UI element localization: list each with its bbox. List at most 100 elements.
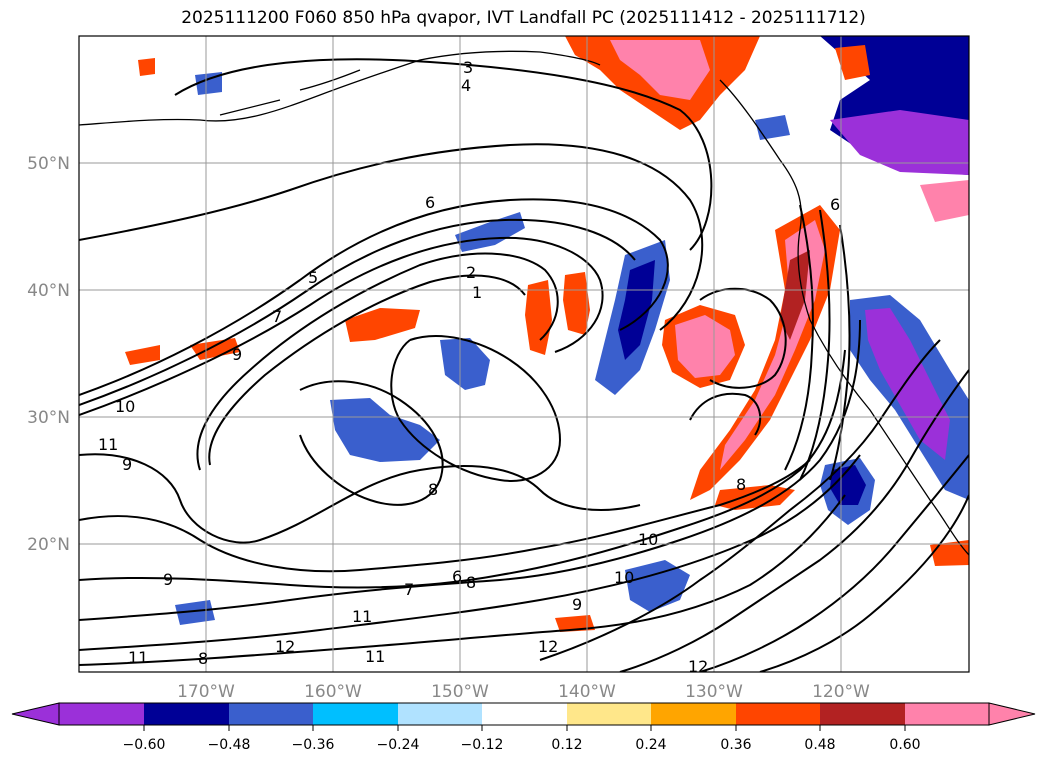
coastline-north-america [719, 79, 969, 556]
anomaly-positive-south-1 [715, 485, 795, 510]
contour-line [539, 339, 941, 661]
contour-line [619, 369, 969, 672]
contour-label: 11 [98, 435, 118, 454]
contour-label: 7 [404, 580, 414, 599]
anomaly-positive-west-4 [190, 338, 240, 360]
colorbar-swatch [567, 703, 651, 725]
contour-label: 11 [365, 647, 385, 666]
contour-label: 7 [272, 307, 282, 326]
anomaly-negative-baja-core [830, 465, 866, 505]
contour-label: 6 [830, 195, 840, 214]
contour-labels: 3 4 6 5 7 2 1 9 10 11 9 8 7 6 8 10 9 10 … [98, 58, 840, 676]
colorbar-swatch [313, 703, 398, 725]
colorbar-label: −0.12 [461, 737, 504, 753]
colorbar-swatch [144, 703, 229, 725]
graticule [79, 36, 969, 672]
anomaly-negative-south-2 [175, 600, 215, 625]
colorbar-extend-min [11, 702, 60, 726]
contour-line [79, 349, 846, 589]
colorbar-label: −0.48 [208, 737, 251, 753]
colorbar-label: 0.48 [804, 737, 835, 753]
coastline-alaska [79, 50, 601, 126]
lon-label-140w: 140°W [558, 682, 616, 702]
contour-label: 5 [308, 268, 318, 287]
colorbar: −0.60 −0.48 −0.36 −0.24 −0.12 0.12 0.24 … [11, 702, 1036, 753]
anomaly-positive-east-2 [930, 540, 969, 566]
contour-label: 8 [428, 480, 438, 499]
contour-label: 3 [463, 58, 473, 77]
anomaly-positive-west-3 [563, 272, 590, 335]
lat-label-40n: 40°N [27, 281, 70, 301]
contour-label: 9 [232, 345, 242, 364]
anomaly-positive-north-1 [835, 45, 870, 80]
contour-line [829, 224, 851, 481]
colorbar-swatch [398, 703, 482, 725]
anomaly-negative-west-2 [440, 338, 490, 390]
map-panel: 3 4 6 5 7 2 1 9 10 11 9 8 7 6 8 10 9 10 … [27, 35, 970, 702]
contour-line [79, 494, 846, 666]
colorbar-ticks [143, 725, 906, 731]
contour-line [79, 453, 641, 544]
anomaly-positive-west-5 [125, 345, 160, 365]
lat-label-50n: 50°N [27, 154, 70, 174]
colorbar-swatch [820, 703, 905, 725]
colorbar-swatch [59, 703, 144, 725]
longitude-labels: 170°W 160°W 150°W 140°W 130°W 120°W [177, 682, 870, 702]
lat-label-30n: 30°N [27, 408, 70, 428]
coastline-aleutians [219, 69, 361, 116]
contour-line [759, 494, 969, 672]
anomaly-positive-south-2 [555, 615, 595, 632]
contour-line [208, 274, 526, 466]
anomaly-positive-west-2 [525, 280, 552, 355]
colorbar-swatch [651, 703, 736, 725]
colorbar-label: −0.36 [292, 737, 335, 753]
contour-label: 6 [452, 567, 462, 586]
contour-line [799, 209, 831, 481]
colorbar-extend-max [988, 702, 1036, 726]
colorbar-swatch [905, 703, 989, 725]
map-border [78, 35, 970, 673]
contour-line [196, 252, 559, 471]
contour-label: 9 [572, 595, 582, 614]
contour-label: 11 [352, 607, 372, 626]
colorbar-label: 0.60 [889, 737, 920, 753]
contour-label: 10 [115, 397, 135, 416]
anomaly-patches [125, 36, 969, 632]
contour-label: 12 [538, 637, 558, 656]
contour-label: 9 [163, 570, 173, 589]
contour-line [79, 319, 861, 621]
colorbar-labels: −0.60 −0.48 −0.36 −0.24 −0.12 0.12 0.24 … [123, 737, 921, 753]
contour-line [79, 236, 604, 416]
anomaly-negative-central-core [618, 260, 655, 360]
contour-label: 9 [122, 455, 132, 474]
contour-line [79, 454, 861, 651]
contour-label: 8 [198, 649, 208, 668]
contour-label: 1 [472, 283, 482, 302]
map-content [79, 36, 969, 672]
colorbar-label: −0.24 [377, 737, 420, 753]
lon-label-160w: 160°W [304, 682, 362, 702]
contour-line [79, 143, 704, 331]
contour-label: 6 [425, 193, 435, 212]
contour-line [79, 198, 669, 396]
anomaly-negative-northeast-edge [830, 110, 969, 175]
anomaly-positive-northwest-1 [138, 58, 155, 76]
anomaly-positive-northeast-core [610, 40, 710, 100]
anomaly-negative-northwest-1 [195, 72, 222, 95]
colorbar-label: 0.12 [551, 737, 582, 753]
anomaly-negative-california-core [865, 308, 950, 460]
anomaly-positive-east-1 [920, 180, 969, 222]
anomaly-positive-west-1 [345, 308, 420, 342]
atmospheric-river-edge [780, 250, 810, 340]
colorbar-label: 0.24 [635, 737, 666, 753]
anomaly-positive-central-core [675, 315, 735, 378]
contour-line [79, 459, 811, 573]
colorbar-swatch [736, 703, 820, 725]
contour-label: 4 [461, 76, 471, 95]
lon-label-120w: 120°W [812, 682, 870, 702]
contour-label: 8 [466, 573, 476, 592]
lat-label-20n: 20°N [27, 535, 70, 555]
lon-label-170w: 170°W [177, 682, 235, 702]
